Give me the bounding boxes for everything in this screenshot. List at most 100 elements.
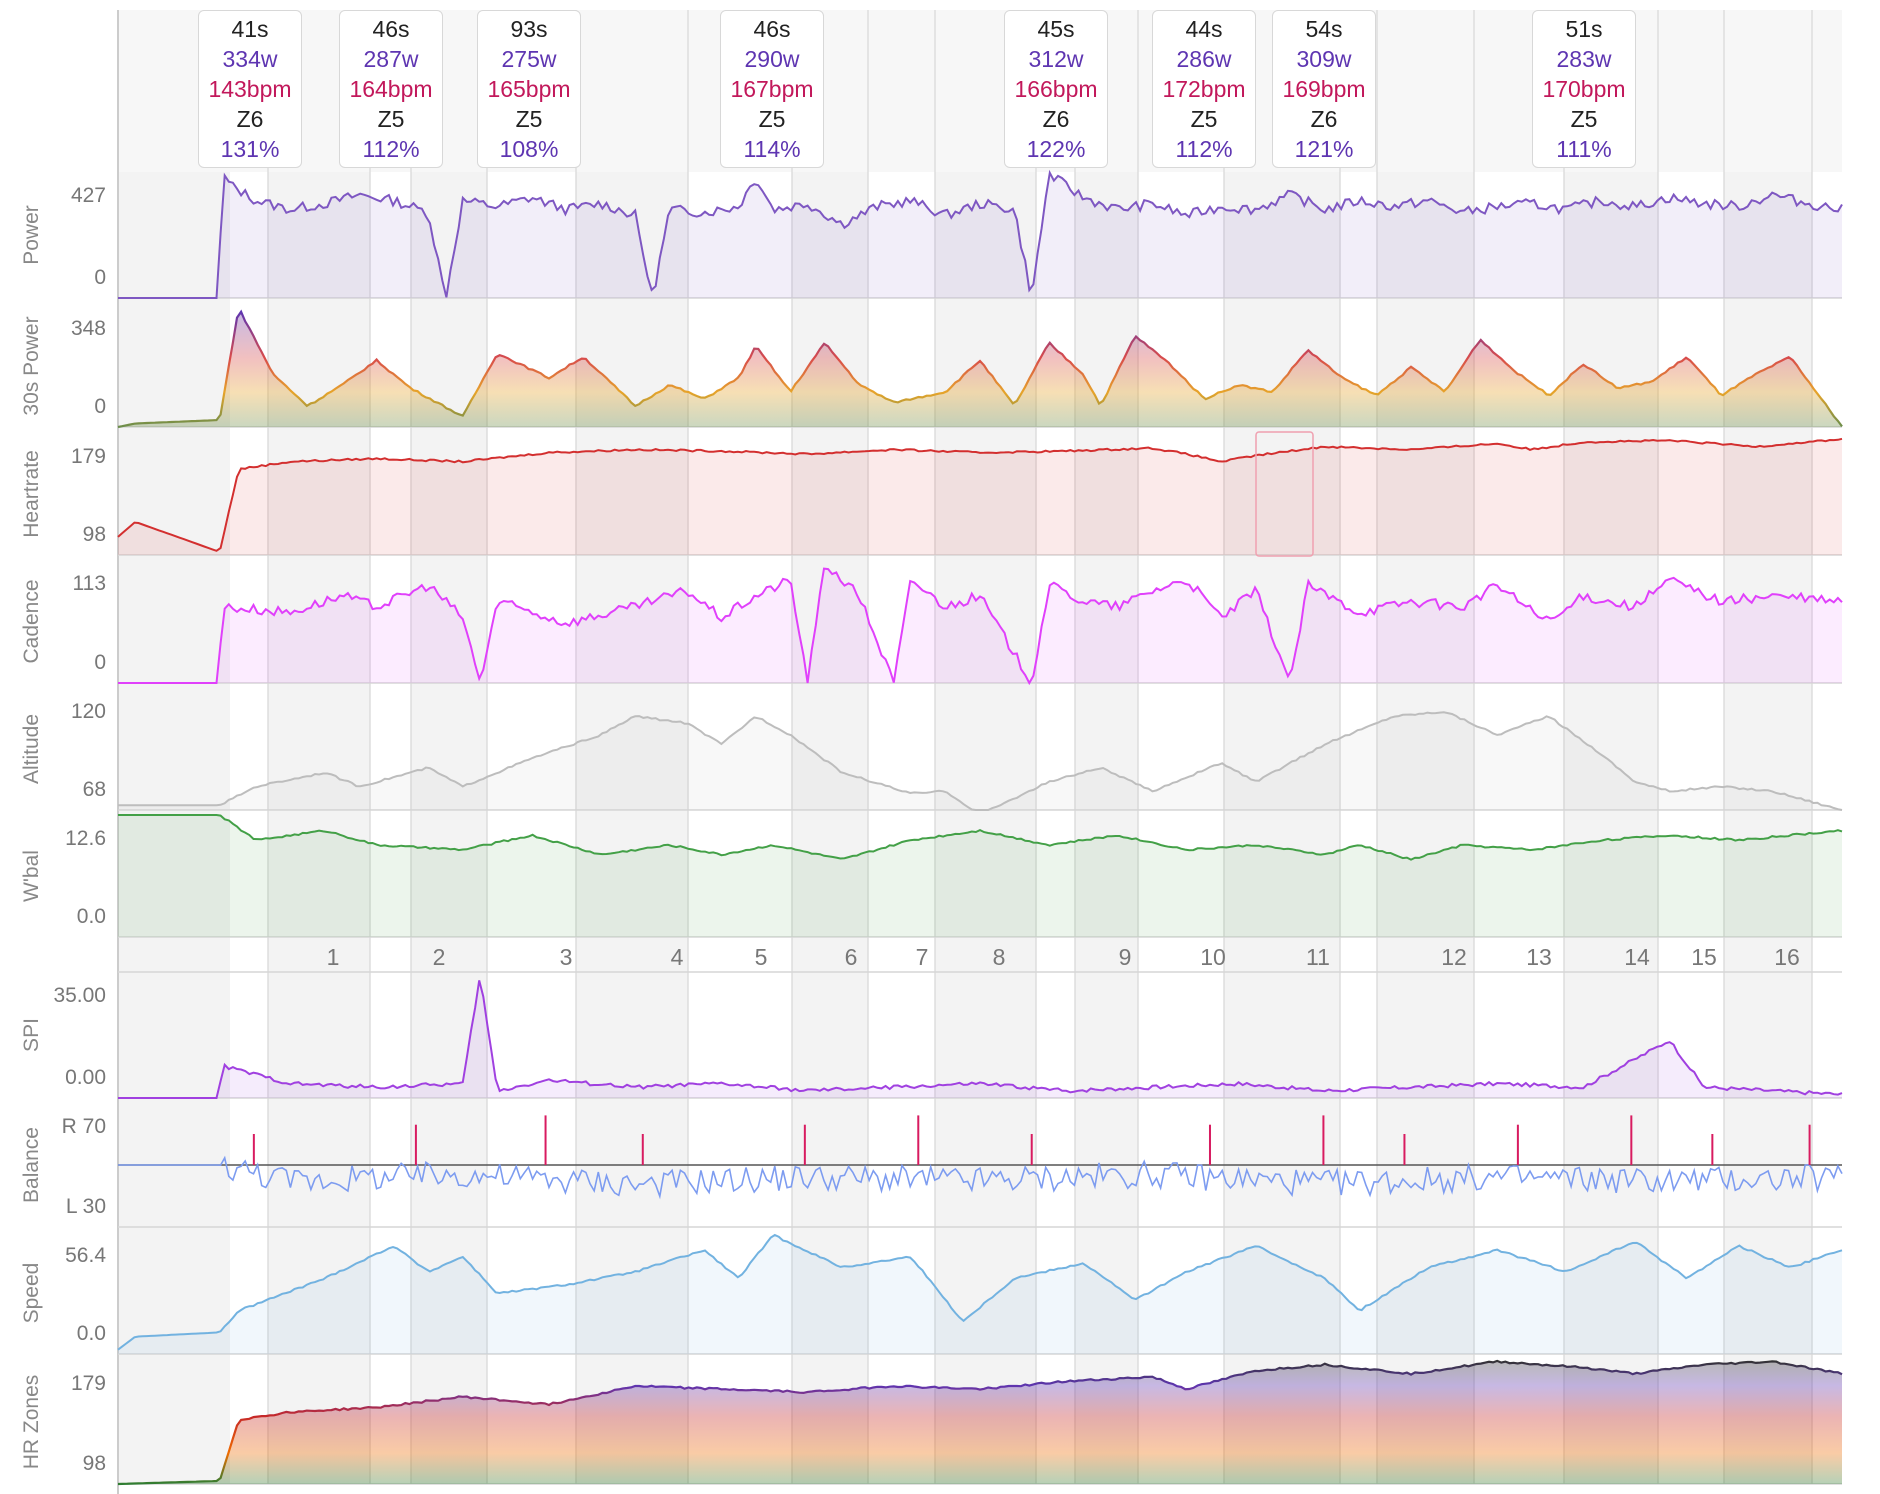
axis-label-power: Power (20, 205, 43, 265)
series-line-4 (118, 711, 1843, 811)
y-tick-bottom: 0 (94, 651, 106, 674)
series-line-3 (118, 567, 1843, 686)
series-area-2 (118, 438, 1842, 555)
x-tick-label: 7 (916, 944, 929, 970)
axis-label-spi: SPI (20, 1018, 43, 1052)
interval-callout[interactable]: 46s 287w 164bpm Z5 112% (339, 10, 443, 168)
x-tick-label: 12 (1441, 944, 1467, 970)
callout-watts: 287w (363, 46, 419, 72)
callout-watts: 312w (1028, 46, 1084, 72)
callout-zone: Z5 (758, 106, 786, 132)
y-tick-top: 179 (71, 445, 106, 468)
y-tick-bottom: 98 (83, 1452, 106, 1475)
callout-duration: 51s (1565, 16, 1603, 42)
interval-callout[interactable]: 51s 283w 170bpm Z5 111% (1532, 10, 1636, 168)
callout-bpm: 143bpm (208, 76, 292, 102)
series-line-0 (118, 169, 1843, 299)
y-tick-bottom: 0.0 (77, 1322, 106, 1345)
y-tick-bottom: 0.00 (65, 1066, 106, 1089)
callout-bpm: 164bpm (349, 76, 433, 102)
series-area-5 (118, 815, 1842, 937)
callout-duration: 45s (1037, 16, 1075, 42)
x-tick-label: 2 (433, 944, 446, 970)
series-line-2 (117, 437, 1843, 552)
callout-watts: 290w (744, 46, 800, 72)
axis-label-cadence: Cadence (20, 579, 43, 663)
y-tick-bottom: 68 (83, 778, 106, 801)
callout-duration: 41s (231, 16, 269, 42)
series-area-4 (118, 712, 1842, 810)
callout-pct: 112% (1175, 136, 1233, 162)
series-area-9 (118, 1360, 1842, 1484)
series-line-1 (117, 309, 1843, 429)
x-tick-label: 8 (993, 944, 1006, 970)
x-tick-label: 1 (327, 944, 340, 970)
series-area-1 (118, 311, 1842, 427)
callout-zone: Z6 (1310, 106, 1338, 132)
callout-pct: 122% (1026, 136, 1086, 162)
callout-zone: Z5 (377, 106, 405, 132)
callout-pct: 112% (362, 136, 420, 162)
callout-pct: 121% (1294, 136, 1354, 162)
y-tick-top: 120 (71, 700, 106, 723)
x-tick-label: 10 (1200, 944, 1226, 970)
x-tick-label: 4 (671, 944, 684, 970)
axis-label-speed: Speed (20, 1263, 43, 1324)
x-tick-label: 13 (1526, 944, 1552, 970)
callout-bpm: 170bpm (1542, 76, 1626, 102)
series-line-9 (117, 1359, 1843, 1486)
series-area-6 (118, 980, 1842, 1098)
interval-callout[interactable]: 93s 275w 165bpm Z5 108% (477, 10, 581, 168)
callout-duration: 46s (753, 16, 791, 42)
y-tick-top: 12.6 (65, 827, 106, 850)
axis-label-balance: Balance (20, 1127, 43, 1203)
callout-pct: 108% (499, 136, 559, 162)
interval-callout[interactable]: 45s 312w 166bpm Z6 122% (1004, 10, 1108, 168)
series-area-0 (118, 172, 1842, 298)
callout-duration: 46s (372, 16, 410, 42)
interval-callout[interactable]: 54s 309w 169bpm Z6 121% (1272, 10, 1376, 168)
y-tick-top: 113 (73, 572, 106, 595)
series-line-6 (118, 980, 1843, 1099)
series-line-5 (118, 814, 1843, 861)
callout-bpm: 167bpm (730, 76, 814, 102)
x-tick-label: 14 (1624, 944, 1650, 970)
series-area-3 (118, 568, 1842, 683)
axis-label-heartrate: Heartrate (20, 450, 43, 538)
callout-zone: Z5 (1570, 106, 1598, 132)
x-tick-label: 3 (560, 944, 573, 970)
series-line-8 (117, 1233, 1843, 1351)
x-tick-label: 11 (1306, 944, 1330, 970)
y-tick-bottom: 0 (94, 395, 106, 418)
callout-zone: Z6 (236, 106, 264, 132)
callout-watts: 334w (222, 46, 278, 72)
callout-pct: 131% (220, 136, 280, 162)
callout-watts: 309w (1296, 46, 1352, 72)
balance-left-line (118, 1155, 1843, 1200)
series-area-8 (118, 1235, 1842, 1354)
callout-watts: 275w (501, 46, 557, 72)
y-tick-bottom: 98 (83, 523, 106, 546)
callout-duration: 54s (1305, 16, 1343, 42)
axis-label-30s-power: 30s Power (20, 316, 43, 415)
y-tick-top: 179 (71, 1372, 106, 1395)
axis-label-altitude: Altitude (20, 714, 43, 784)
y-tick-top: 348 (71, 317, 106, 340)
callout-zone: Z5 (515, 106, 543, 132)
interval-callout[interactable]: 44s 286w 172bpm Z5 112% (1152, 10, 1256, 168)
callout-bpm: 172bpm (1162, 76, 1246, 102)
interval-callout[interactable]: 41s 334w 143bpm Z6 131% (198, 10, 302, 168)
x-tick-label: 9 (1119, 944, 1132, 970)
x-tick-label: 6 (845, 944, 858, 970)
callout-duration: 44s (1185, 16, 1223, 42)
callout-zone: Z6 (1042, 106, 1070, 132)
y-tick-top: R 70 (62, 1115, 106, 1138)
callout-watts: 283w (1556, 46, 1612, 72)
interval-callout[interactable]: 46s 290w 167bpm Z5 114% (720, 10, 824, 168)
y-tick-top: 56.4 (65, 1244, 106, 1267)
callout-duration: 93s (510, 16, 548, 42)
x-tick-label: 15 (1691, 944, 1717, 970)
x-tick-label: 16 (1774, 944, 1800, 970)
